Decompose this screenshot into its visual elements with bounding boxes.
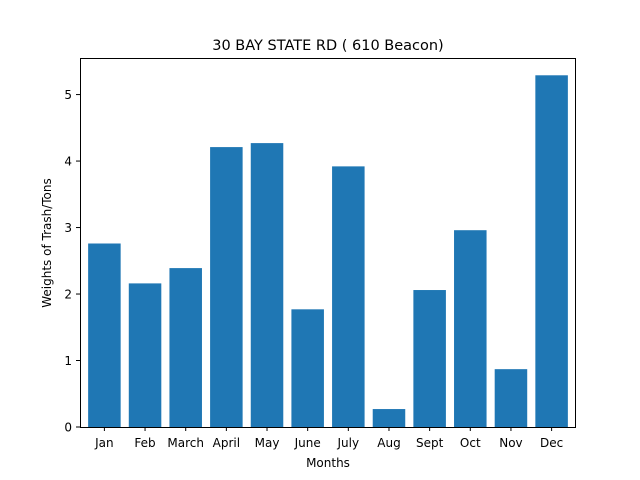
bar-july <box>332 166 365 427</box>
x-tick-label: Nov <box>499 436 522 450</box>
bar-dec <box>535 75 568 427</box>
bar-jan <box>88 243 121 427</box>
x-axis-label: Months <box>306 456 350 470</box>
x-tick-label: July <box>337 436 360 450</box>
x-tick-label: May <box>255 436 280 450</box>
x-tick-label: April <box>213 436 240 450</box>
x-axis: Jan Feb March April May June July Aug Sept Oct Nov… <box>94 427 563 450</box>
y-tick-label: 4 <box>64 155 72 169</box>
bar-sept <box>413 290 446 427</box>
bars-group <box>88 75 568 427</box>
bar-oct <box>454 230 487 427</box>
y-tick-label: 0 <box>64 421 72 435</box>
x-tick-label: Dec <box>540 436 563 450</box>
x-tick-label: Sept <box>416 436 444 450</box>
y-axis: 0 1 2 3 4 5 <box>64 88 80 435</box>
y-tick-label: 3 <box>64 221 72 235</box>
y-axis-label: Weights of Trash/Tons <box>40 178 54 308</box>
x-tick-label: Oct <box>460 436 481 450</box>
bar-april <box>210 147 243 427</box>
bar-march <box>169 268 202 427</box>
bar-aug <box>372 409 406 427</box>
x-tick-label: Feb <box>134 436 155 450</box>
y-tick-label: 5 <box>64 88 72 102</box>
bar-nov <box>494 369 528 427</box>
bar-feb <box>128 283 162 427</box>
chart-title: 30 BAY STATE RD ( 610 Beacon) <box>212 38 443 54</box>
bar-june <box>291 309 324 427</box>
x-tick-label: Aug <box>377 436 400 450</box>
x-tick-label: March <box>167 436 204 450</box>
bar-may <box>250 143 284 427</box>
y-tick-label: 2 <box>64 288 72 302</box>
y-tick-label: 1 <box>64 354 72 368</box>
x-tick-label: June <box>294 436 321 450</box>
x-tick-label: Jan <box>94 436 114 450</box>
plot-frame <box>80 58 576 428</box>
